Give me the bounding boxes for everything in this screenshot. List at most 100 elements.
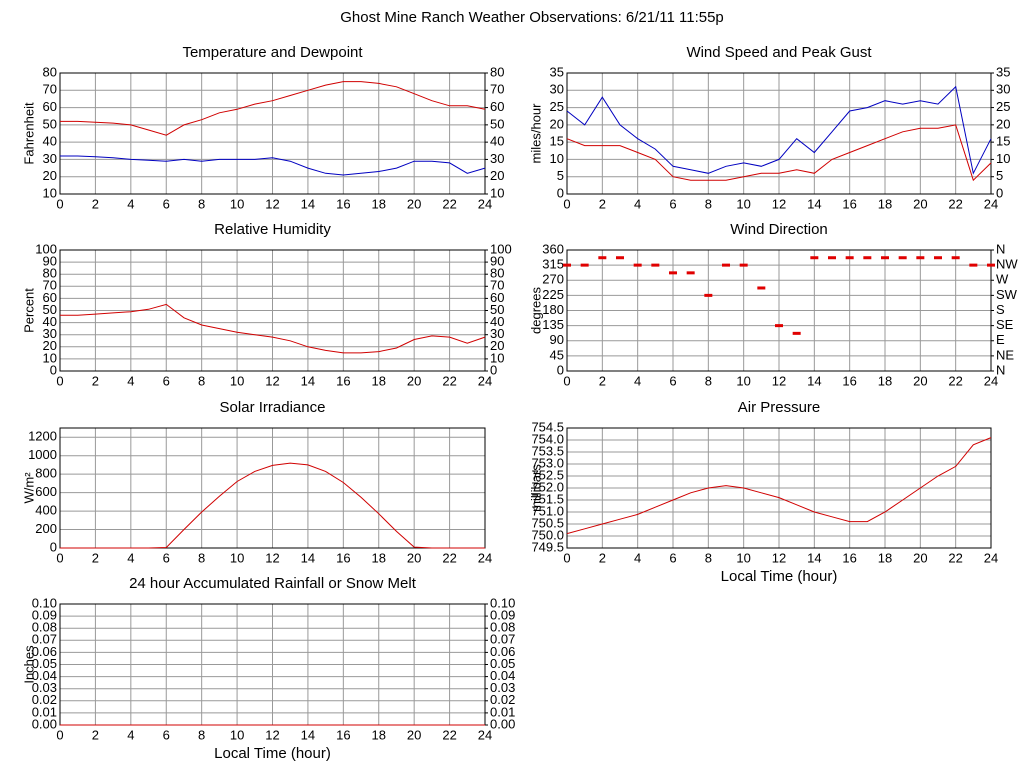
x-tick-label: 20 bbox=[407, 373, 421, 388]
y-tick-label: 90 bbox=[43, 254, 57, 269]
y2-tick-label: S bbox=[996, 302, 1005, 317]
y-tick-label: 0 bbox=[50, 539, 57, 554]
x-tick-label: 0 bbox=[56, 727, 63, 742]
x-tick-label: 12 bbox=[265, 196, 279, 211]
y-tick-label: 50 bbox=[43, 302, 57, 317]
data-point bbox=[845, 256, 854, 260]
plot-frame bbox=[59, 72, 486, 195]
y2-tick-label: 0.08 bbox=[490, 620, 515, 635]
y2-tick-label: 70 bbox=[490, 278, 504, 293]
y-tick-label: 200 bbox=[35, 521, 57, 536]
plot-frame bbox=[566, 427, 992, 549]
x-tick-label: 14 bbox=[807, 196, 821, 211]
chart-title: Wind Speed and Peak Gust bbox=[686, 44, 872, 61]
y-axis-label: Percent bbox=[21, 288, 36, 333]
x-tick-label: 16 bbox=[336, 196, 350, 211]
data-line bbox=[60, 303, 486, 354]
data-point bbox=[616, 256, 624, 260]
y2-tick-label: SE bbox=[996, 317, 1014, 332]
x-tick-label: 0 bbox=[563, 373, 570, 388]
y2-tick-label: 0.01 bbox=[490, 704, 515, 719]
x-tick-label: 24 bbox=[478, 727, 492, 742]
y-tick-label: 60 bbox=[43, 99, 57, 114]
data-point bbox=[828, 256, 836, 260]
y-tick-label: 1000 bbox=[28, 447, 57, 462]
x-tick-label: 12 bbox=[265, 373, 279, 388]
y2-tick-label: 10 bbox=[490, 185, 504, 200]
y-tick-label: 0.09 bbox=[32, 608, 57, 623]
y-tick-label: 800 bbox=[35, 466, 57, 481]
y-tick-label: 225 bbox=[542, 287, 564, 302]
chart-panel: Temperature and DewpointFahrenheit102030… bbox=[21, 44, 504, 211]
y-tick-label: 135 bbox=[542, 317, 564, 332]
x-tick-label: 12 bbox=[265, 727, 279, 742]
x-tick-label: 22 bbox=[442, 373, 456, 388]
data-point bbox=[722, 263, 730, 267]
x-tick-label: 16 bbox=[842, 196, 856, 211]
chart-title: 24 hour Accumulated Rainfall or Snow Mel… bbox=[129, 575, 417, 592]
data-point bbox=[951, 256, 960, 260]
y-tick-label: 0.01 bbox=[32, 704, 57, 719]
x-tick-label: 16 bbox=[336, 550, 350, 565]
x-tick-label: 12 bbox=[772, 196, 786, 211]
x-tick-label: 6 bbox=[163, 727, 170, 742]
x-tick-label: 22 bbox=[442, 550, 456, 565]
x-tick-label: 14 bbox=[301, 550, 315, 565]
x-tick-label: 16 bbox=[842, 550, 856, 565]
x-tick-label: 22 bbox=[948, 196, 962, 211]
y-axis-label: W/m² bbox=[21, 472, 36, 504]
y2-tick-label: 30 bbox=[490, 151, 504, 166]
chart-title: Relative Humidity bbox=[214, 221, 331, 238]
x-tick-label: 4 bbox=[634, 373, 641, 388]
x-tick-label: 10 bbox=[736, 196, 750, 211]
y2-tick-label: SW bbox=[996, 287, 1018, 302]
chart-panel: Wind Speed and Peak Gust miles/hour 0 5 10 15… bbox=[528, 44, 1010, 211]
x-tick-label: 10 bbox=[230, 727, 244, 742]
y2-tick-label: 100 bbox=[490, 241, 512, 256]
x-tick-label: 6 bbox=[163, 196, 170, 211]
y-tick-label: 40 bbox=[43, 134, 57, 149]
y-tick-label: 0.03 bbox=[32, 680, 57, 695]
x-tick-label: 0 bbox=[56, 550, 63, 565]
plot-frame bbox=[566, 249, 992, 372]
x-tick-label: 4 bbox=[127, 373, 134, 388]
data-point bbox=[739, 263, 748, 267]
x-tick-label: 2 bbox=[92, 373, 99, 388]
y-axis-label: Fahrenheit bbox=[21, 102, 36, 165]
y2-tick-label: 90 bbox=[490, 254, 504, 269]
y-tick-label: 10 bbox=[550, 151, 564, 166]
x-tick-label: 20 bbox=[407, 196, 421, 211]
x-tick-label: 18 bbox=[878, 373, 892, 388]
y-tick-label: 20 bbox=[43, 168, 57, 183]
y2-tick-label: 20 bbox=[490, 168, 504, 183]
x-tick-label: 10 bbox=[230, 550, 244, 565]
y-tick-label: 0.00 bbox=[32, 716, 57, 731]
y-tick-label: 270 bbox=[542, 272, 564, 287]
plot-frame bbox=[566, 72, 992, 195]
plot-frame bbox=[59, 249, 486, 372]
y2-tick-label: 0.04 bbox=[490, 668, 515, 683]
x-tick-label: 20 bbox=[407, 727, 421, 742]
x-axis-label: Local Time (hour) bbox=[721, 568, 838, 585]
data-point bbox=[651, 263, 660, 267]
y2-tick-label: N bbox=[996, 241, 1005, 256]
y-tick-label: 30 bbox=[550, 82, 564, 97]
x-tick-label: 24 bbox=[478, 373, 492, 388]
x-tick-label: 14 bbox=[301, 373, 315, 388]
x-tick-label: 24 bbox=[478, 550, 492, 565]
y-tick-label: 0.08 bbox=[32, 620, 57, 635]
y-tick-label: 35 bbox=[550, 64, 564, 79]
data-point bbox=[792, 331, 801, 335]
x-tick-label: 18 bbox=[372, 727, 386, 742]
y2-tick-label: 0.06 bbox=[490, 644, 515, 659]
x-tick-label: 14 bbox=[301, 727, 315, 742]
x-tick-label: 18 bbox=[372, 550, 386, 565]
y-tick-label: 0.05 bbox=[32, 656, 57, 671]
y-tick-label: 750.0 bbox=[531, 527, 564, 542]
y-tick-label: 0.10 bbox=[32, 595, 57, 610]
y2-tick-label: 0.09 bbox=[490, 608, 515, 623]
x-tick-label: 18 bbox=[878, 550, 892, 565]
y2-tick-label: 40 bbox=[490, 314, 504, 329]
data-line bbox=[566, 124, 992, 182]
y2-tick-label: 60 bbox=[490, 99, 504, 114]
